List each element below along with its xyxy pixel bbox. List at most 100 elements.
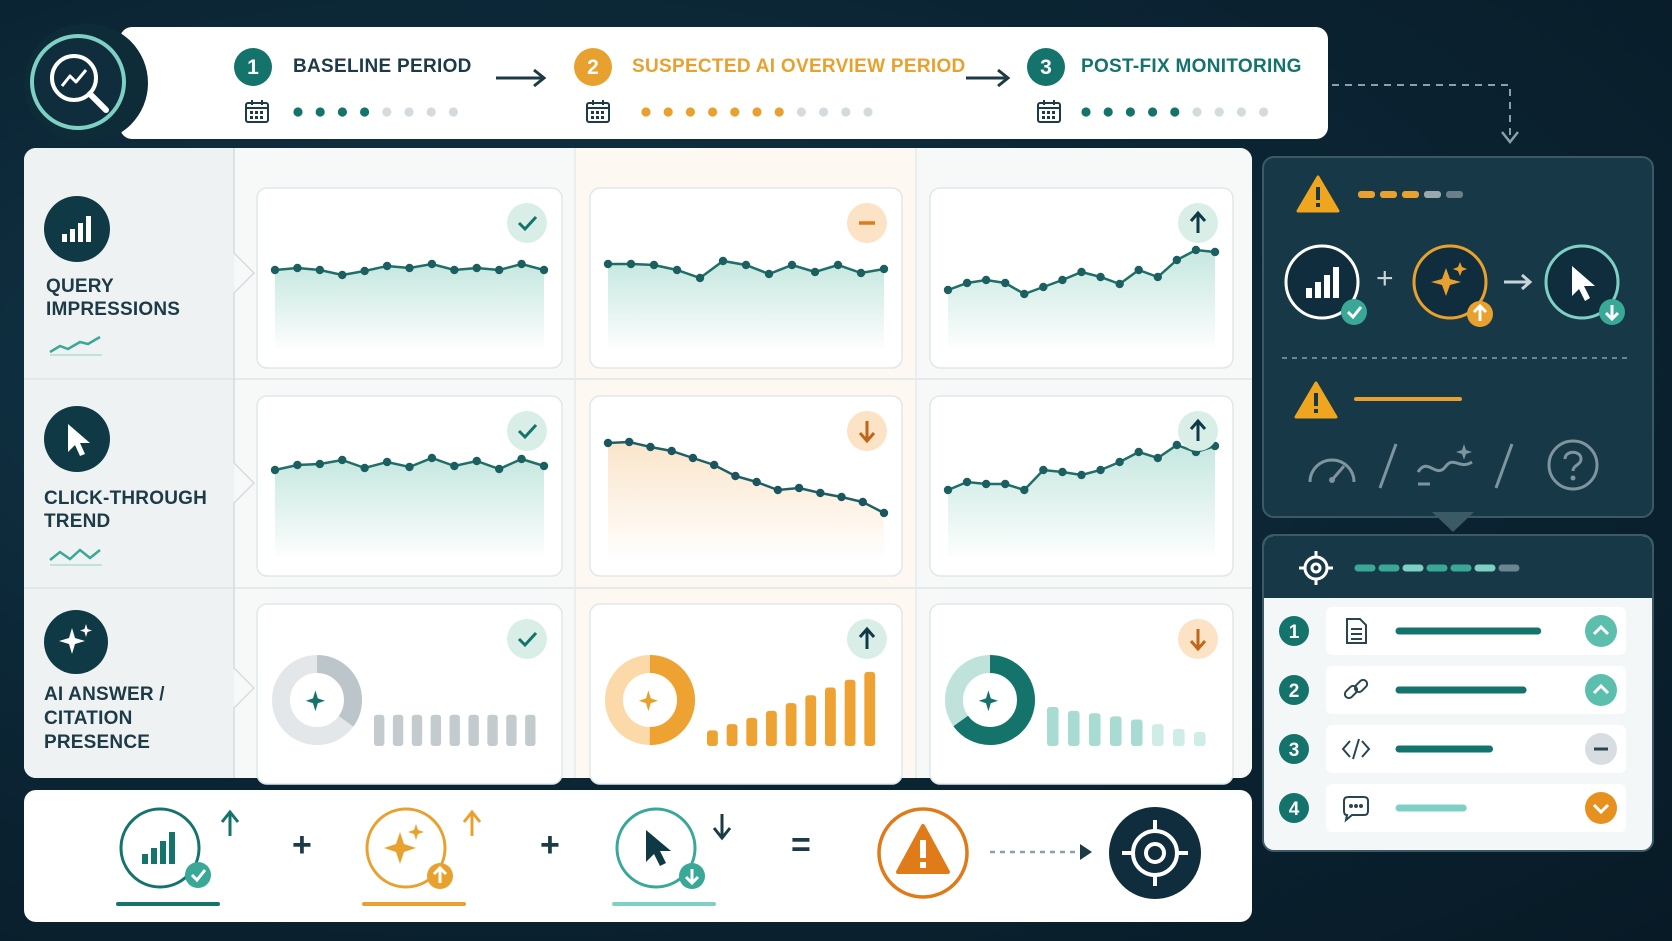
check-status-icon [507, 203, 547, 243]
data-point [833, 260, 843, 270]
data-point [646, 442, 655, 452]
data-point [1210, 247, 1220, 257]
data-point [517, 259, 526, 269]
sparkle-icon [44, 610, 108, 674]
arrow-right-icon [1504, 273, 1533, 291]
progress-dot [1103, 107, 1113, 117]
donut-arc [945, 655, 1035, 745]
progress-dot [1236, 107, 1246, 117]
progress-dot [315, 107, 325, 117]
stage-3-number-badge: 3 [1027, 48, 1065, 86]
calendar-icon [586, 100, 610, 123]
cursor-icon [44, 406, 110, 472]
severity-segment [1424, 191, 1441, 198]
target-icon [1109, 807, 1201, 899]
data-point [741, 260, 751, 270]
data-point [688, 453, 698, 463]
panel-pointer [1432, 512, 1474, 532]
area-fill [275, 458, 544, 556]
data-point [539, 461, 549, 471]
progress-dot [1125, 107, 1135, 117]
data-point [405, 263, 414, 273]
svg-text:2: 2 [587, 56, 599, 79]
row-label-impressions-line2: IMPRESSIONS [46, 299, 181, 320]
stage-1-number-badge: 1 [234, 48, 272, 86]
data-point [472, 263, 481, 273]
data-point [943, 485, 953, 495]
data-point [1077, 470, 1086, 480]
data-point [787, 260, 797, 270]
data-point [315, 265, 325, 275]
data-point [1172, 255, 1182, 265]
calendar-icon [245, 100, 269, 123]
data-point [962, 477, 972, 487]
chat-icon [1343, 796, 1369, 823]
up-status-icon [847, 619, 887, 659]
data-point [494, 265, 504, 275]
data-point [1134, 447, 1143, 457]
progress-dot [293, 107, 303, 117]
minus-icon [1585, 733, 1617, 765]
data-point [382, 457, 392, 467]
data-point [270, 265, 280, 275]
progress-dot [360, 107, 370, 117]
data-point [879, 264, 889, 274]
timeline-header [120, 27, 1328, 139]
data-point [879, 508, 889, 518]
data-point [427, 453, 437, 463]
severity-segment [1446, 191, 1463, 198]
sparkle-icon [638, 690, 658, 712]
chevron-up-icon [1585, 615, 1617, 647]
data-point [626, 259, 636, 269]
stage-2-number-badge: 2 [574, 48, 612, 86]
ai-answer-up-icon [1412, 244, 1493, 327]
data-point [856, 268, 866, 278]
impressions-up-term [116, 807, 240, 906]
data-point [1153, 453, 1162, 463]
data-point [472, 456, 481, 466]
document-icon [1346, 618, 1367, 644]
plus-operator: + [540, 826, 560, 864]
minus-status-icon [847, 203, 887, 243]
area-fill [608, 261, 884, 348]
data-point [764, 269, 774, 279]
impressions-check-icon [1284, 244, 1367, 325]
data-point [943, 285, 953, 295]
citation-bar [746, 717, 758, 746]
calendar-icon [1037, 100, 1061, 123]
data-point [1096, 272, 1105, 282]
citation-bar [1152, 724, 1164, 746]
data-point [810, 267, 820, 277]
equals-operator: = [791, 826, 811, 864]
progress-dot [685, 107, 695, 117]
stage-3-progress-dots [1081, 107, 1269, 117]
chevron-up-icon [1585, 674, 1617, 706]
up-status-icon [1178, 411, 1218, 451]
data-point [603, 438, 613, 448]
data-point [382, 261, 392, 271]
action-number-badge: 3 [1279, 734, 1309, 764]
down-status-icon [847, 411, 887, 451]
progress-dot [448, 107, 458, 117]
progress-dot [1214, 107, 1224, 117]
citation-bar [1131, 719, 1143, 746]
severity-indicator [1358, 191, 1463, 198]
data-point [338, 455, 347, 465]
citation-bar [805, 695, 817, 746]
area-fill [275, 264, 544, 348]
arrow-right-icon [496, 68, 547, 88]
progress-dot [641, 107, 651, 117]
stage-2-label: SUSPECTED AI OVERVIEW PERIOD [632, 56, 966, 77]
citation-bar [487, 714, 498, 746]
data-point [794, 483, 804, 493]
plus-operator: + [1376, 262, 1394, 295]
progress-dot [774, 107, 784, 117]
data-point [1191, 245, 1201, 255]
citation-bar [1194, 732, 1206, 746]
progress-dot [752, 107, 762, 117]
citation-bar [707, 730, 718, 746]
up-status-icon [1178, 203, 1218, 243]
sparkle-icon [305, 690, 325, 712]
dashed-connector [1332, 84, 1519, 145]
